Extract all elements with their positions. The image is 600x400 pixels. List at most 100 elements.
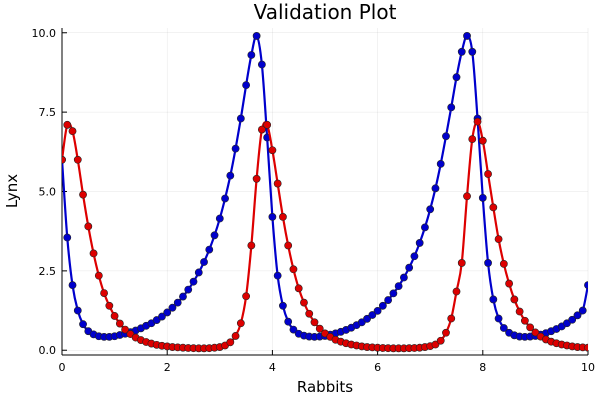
series-2-point xyxy=(442,328,450,337)
series-2-point xyxy=(105,301,114,310)
series-2-point xyxy=(89,249,98,258)
x-tick-label: 10 xyxy=(581,361,595,374)
series-1-point xyxy=(578,306,587,315)
tick-labels: 0 2 4 6 8 10 0.0 2.5 5.0 7.5 10.0 xyxy=(32,27,596,374)
series-2-point xyxy=(279,212,287,221)
series-2-point xyxy=(473,117,482,126)
series-1-point xyxy=(389,289,398,298)
series-2-point xyxy=(289,265,298,274)
series-1-point xyxy=(79,320,87,329)
series-1-point xyxy=(489,295,498,304)
x-tick-label: 2 xyxy=(164,361,171,374)
series-1-point xyxy=(184,285,193,294)
series-2-point xyxy=(436,336,445,345)
series-1-point xyxy=(163,308,172,317)
series-2-point xyxy=(584,343,588,352)
series-2-point xyxy=(62,155,66,164)
series-1-point xyxy=(257,60,266,69)
series-1-point xyxy=(273,271,282,280)
y-axis-title: Lynx xyxy=(3,174,21,208)
series-2-point xyxy=(84,222,93,231)
series-2-point xyxy=(300,298,308,307)
series-1-point xyxy=(415,239,424,247)
series-2-point xyxy=(73,155,82,164)
series-2-point xyxy=(510,295,519,304)
series-1-point xyxy=(421,223,429,232)
series-2-point xyxy=(526,323,535,332)
series-1-point xyxy=(63,233,72,242)
series-2-point xyxy=(252,174,261,183)
series-2 xyxy=(62,117,588,353)
series-2-point xyxy=(284,241,293,250)
series-1-point xyxy=(568,315,577,324)
series-2-point xyxy=(68,127,77,136)
series-1-point xyxy=(268,212,277,221)
series-1-point xyxy=(405,263,414,272)
series-1-point xyxy=(168,303,177,312)
series-2-point xyxy=(431,340,440,349)
series-2-point xyxy=(115,319,124,328)
series-1-point xyxy=(463,32,471,40)
series-1-point xyxy=(457,47,466,56)
series-1-point xyxy=(200,258,208,266)
series-2-point xyxy=(505,279,513,288)
series-2-point xyxy=(242,292,250,301)
series-1-point xyxy=(73,306,82,315)
series-2-point xyxy=(315,324,324,333)
series-1-point xyxy=(373,306,382,315)
series-2-point xyxy=(489,203,498,212)
series-1-point xyxy=(478,193,487,202)
series-1-point xyxy=(215,214,224,223)
series-1-point xyxy=(194,268,203,277)
series-2-point xyxy=(468,135,477,144)
series-1-point xyxy=(436,159,445,168)
series-1-point xyxy=(363,314,371,323)
series-1-point xyxy=(494,314,503,323)
series-2-point xyxy=(447,314,456,323)
chart-title: Validation Plot xyxy=(254,0,397,24)
series-1-point xyxy=(231,144,240,153)
series-2-point xyxy=(515,307,524,316)
series-1-point xyxy=(179,292,187,301)
series-2-point xyxy=(268,146,277,155)
series-1-point xyxy=(431,184,440,193)
series-2-point xyxy=(273,179,282,188)
series-1-point xyxy=(289,325,298,334)
series-2-point xyxy=(247,241,256,250)
x-tick-label: 0 xyxy=(59,361,66,374)
y-tick-label: 2.5 xyxy=(39,265,57,278)
grid xyxy=(61,28,589,355)
series-1-point xyxy=(410,252,419,261)
series-2-point xyxy=(494,235,503,244)
series-1-point xyxy=(394,282,403,291)
series-1-point xyxy=(247,51,256,59)
series-1-point xyxy=(242,81,250,90)
series-1-point xyxy=(173,298,182,307)
series-2-point xyxy=(94,271,103,280)
y-tick-label: 5.0 xyxy=(39,186,57,199)
axes xyxy=(61,28,589,356)
series-1-point xyxy=(384,296,393,304)
series-2-point xyxy=(310,318,319,327)
series-2-point xyxy=(452,287,461,296)
series-1-point xyxy=(236,114,245,123)
series-2-point xyxy=(63,120,72,129)
series-1-point xyxy=(279,301,287,310)
series-2-point xyxy=(100,289,108,297)
series-2-point xyxy=(110,312,119,320)
series-1-point xyxy=(68,281,77,290)
series-2-point xyxy=(531,328,540,337)
series-2-point xyxy=(231,332,240,340)
series-1-point xyxy=(252,32,261,40)
series-1-point xyxy=(399,273,408,282)
series-2-point xyxy=(484,170,492,178)
series-1-point xyxy=(158,312,166,321)
x-tick-label: 6 xyxy=(374,361,381,374)
series-1-point xyxy=(284,317,293,326)
series-2-point xyxy=(226,338,235,347)
series-1-point xyxy=(452,73,461,82)
series-1-point xyxy=(499,324,508,332)
series-1-line xyxy=(62,34,588,339)
series-2-point xyxy=(305,309,314,318)
